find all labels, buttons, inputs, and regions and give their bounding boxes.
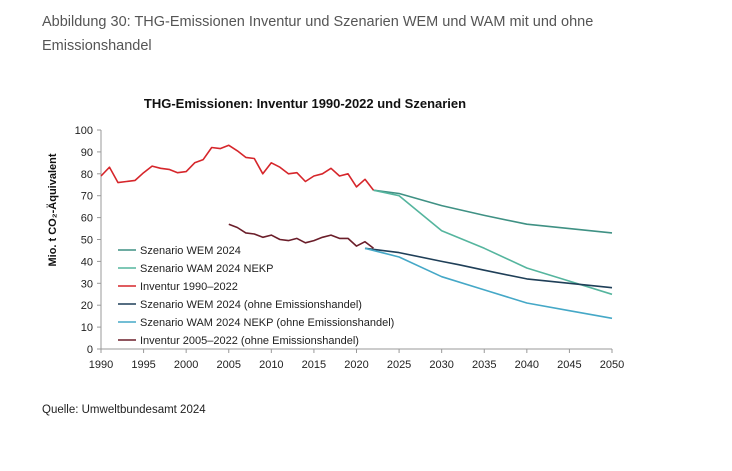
x-tick-label: 2025 [387,359,411,371]
x-tick-label: 2035 [472,359,496,371]
legend-label: Inventur 2005–2022 (ohne Emissionshandel… [140,335,359,347]
series-line [373,189,613,234]
series-lines [100,144,613,320]
y-tick-label: 0 [87,344,93,356]
y-tick-label: 20 [81,300,93,312]
x-tick-label: 2030 [429,359,453,371]
x-tick-label: 2010 [259,359,283,371]
y-tick-label: 80 [81,169,93,181]
x-tick-label: 2045 [557,359,581,371]
y-tick-label: 30 [81,278,93,290]
x-tick-label: 2050 [600,359,624,371]
series-line [364,247,613,320]
legend: Szenario WEM 2024 Szenario WAM 2024 NEKP I… [118,245,394,347]
x-tick-label: 1990 [89,359,113,371]
legend-label: Szenario WEM 2024 [140,245,241,257]
y-tick-label: 70 [81,191,93,203]
x-tick-label: 2005 [217,359,241,371]
figure-caption: Abbildung 30: THG-Emissionen Inventur un… [42,14,594,54]
series-line [228,223,374,249]
y-tick-label: 100 [75,125,93,137]
x-tick-label: 2000 [174,359,198,371]
x-tick-label: 2015 [302,359,326,371]
y-axis-label: Mio. t CO₂-Äquivalent [46,153,59,266]
y-tick-label: 10 [81,322,93,334]
legend-label: Szenario WAM 2024 NEKP (ohne Emissionsha… [140,317,394,329]
y-tick-label: 40 [81,256,93,268]
x-tick-label: 2020 [344,359,368,371]
legend-label: Szenario WEM 2024 (ohne Emissionshandel) [140,299,362,311]
source-note: Quelle: Umweltbundesamt 2024 [42,404,206,416]
x-tick-label: 2040 [515,359,539,371]
x-tick-label: 1995 [131,359,155,371]
series-line [100,144,375,191]
series-line [373,189,613,296]
legend-label: Inventur 1990–2022 [140,281,238,293]
legend-label: Szenario WAM 2024 NEKP [140,263,273,275]
y-tick-label: 90 [81,147,93,159]
y-tick-label: 50 [81,235,93,247]
y-tick-label: 60 [81,213,93,225]
series-line [364,247,613,289]
chart-title: THG-Emissionen: Inventur 1990-2022 und S… [144,96,466,111]
